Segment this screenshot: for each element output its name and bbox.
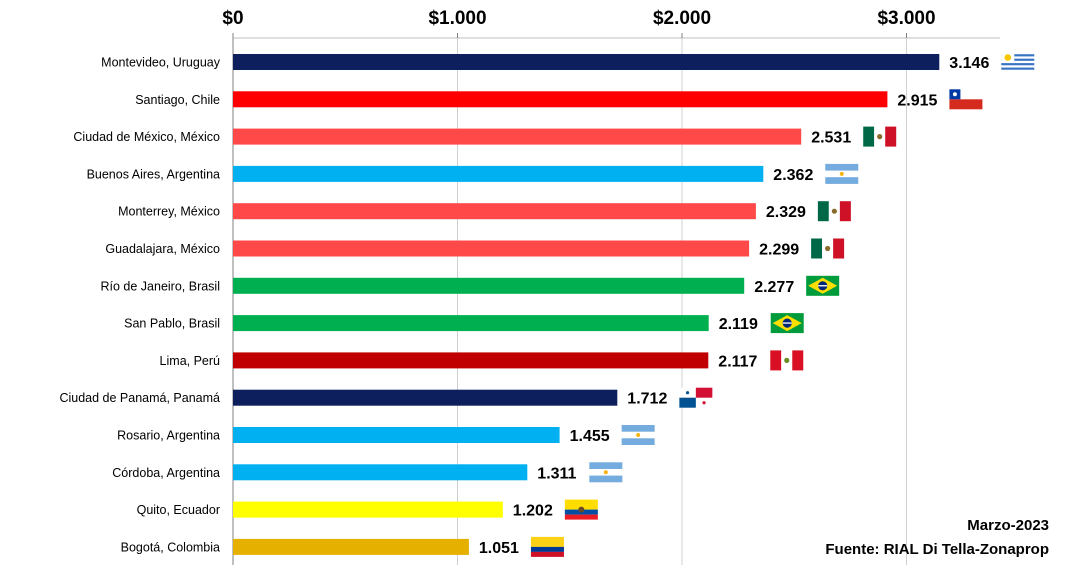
- category-label: Río de Janeiro, Brasil: [100, 279, 220, 293]
- bar: [233, 240, 750, 257]
- bar: [233, 128, 802, 145]
- peru-flag-icon: [770, 350, 804, 371]
- category-label: Guadalajara, México: [105, 242, 220, 256]
- bar: [233, 538, 469, 555]
- bar: [233, 91, 888, 108]
- bar: [233, 203, 756, 220]
- category-label: Lima, Perú: [160, 354, 220, 368]
- x-axis-ticks: $0 $1.000 $2.000 $3.000: [222, 8, 935, 29]
- source-note: Fuente: RIAL Di Tella-Zonaprop: [825, 541, 1049, 558]
- value-label: 2.329: [766, 204, 806, 221]
- bar: [233, 54, 940, 70]
- tick-label: $3.000: [877, 8, 935, 29]
- category-label: Ciudad de México, México: [73, 130, 220, 144]
- date-note: Marzo-2023: [967, 517, 1049, 534]
- category-label: Rosario, Argentina: [117, 429, 220, 443]
- brazil-flag-icon: [806, 275, 840, 296]
- value-label: 1.051: [479, 540, 519, 557]
- category-label: Bogotá, Colombia: [121, 540, 220, 554]
- value-label: 2.915: [897, 92, 937, 109]
- category-label: Córdoba, Argentina: [112, 466, 220, 480]
- value-label: 1.455: [570, 428, 610, 445]
- gridlines: [232, 33, 1000, 565]
- category-label: Monterrey, México: [118, 205, 220, 219]
- value-label: 2.117: [718, 353, 757, 370]
- category-label: Montevideo, Uruguay: [101, 56, 221, 70]
- category-label: Buenos Aires, Argentina: [87, 167, 220, 181]
- value-labels: 3.146 2.915 2.531 2.362 2.329 2.299 2.277 2.119…: [479, 55, 990, 557]
- bar: [233, 464, 528, 481]
- value-label: 2.299: [759, 242, 799, 259]
- colombia-flag-icon: [530, 536, 564, 557]
- value-label: 2.531: [811, 130, 851, 147]
- value-label: 1.311: [537, 465, 576, 482]
- value-label: 3.146: [949, 55, 989, 72]
- bar: [233, 315, 709, 332]
- bar: [233, 389, 618, 406]
- value-label: 1.202: [513, 503, 553, 520]
- bar: [233, 165, 764, 182]
- category-label: Santiago, Chile: [135, 93, 220, 107]
- tick-label: $0: [222, 8, 243, 29]
- value-label: 2.119: [719, 316, 758, 333]
- value-label: 1.712: [627, 391, 667, 408]
- bar: [233, 277, 745, 294]
- value-label: 2.277: [754, 279, 794, 296]
- argentina-flag-icon: [621, 425, 655, 445]
- flags: [530, 52, 1035, 557]
- uruguay-flag-icon: [1001, 52, 1035, 72]
- argentina-flag-icon: [589, 462, 623, 483]
- bar: [233, 501, 503, 518]
- mexico-flag-icon: [863, 126, 897, 147]
- mexico-flag-icon: [811, 238, 845, 259]
- value-label: 2.362: [773, 167, 813, 184]
- bar: [233, 352, 709, 369]
- category-labels: Montevideo, Uruguay Santiago, Chile Ciudad…: [59, 56, 220, 555]
- mexico-flag-icon: [817, 201, 851, 222]
- panama-flag-icon: [679, 387, 713, 408]
- category-label: Quito, Ecuador: [137, 503, 220, 517]
- brazil-flag-icon: [770, 313, 804, 334]
- bars: [233, 54, 940, 555]
- tick-label: $1.000: [428, 8, 486, 29]
- argentina-flag-icon: [825, 163, 859, 184]
- ecuador-flag-icon: [564, 499, 598, 520]
- category-label: Ciudad de Panamá, Panamá: [59, 391, 220, 405]
- bar: [233, 427, 560, 443]
- tick-label: $2.000: [653, 8, 711, 29]
- category-label: San Pablo, Brasil: [124, 317, 220, 331]
- chile-flag-icon: [949, 89, 983, 110]
